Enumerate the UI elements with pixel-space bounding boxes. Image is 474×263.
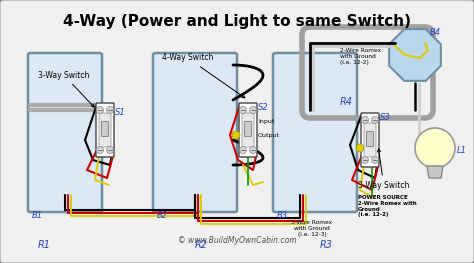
Text: 3-Way Switch: 3-Way Switch	[38, 70, 94, 107]
Text: 3-Way Switch: 3-Way Switch	[358, 149, 410, 190]
Text: Input: Input	[258, 119, 274, 124]
FancyBboxPatch shape	[153, 53, 237, 212]
Circle shape	[249, 107, 256, 114]
Circle shape	[97, 146, 103, 154]
Text: R1: R1	[38, 240, 51, 250]
Circle shape	[362, 117, 368, 124]
Text: POWER SOURCE
2-Wire Romex with
Ground
(i.e. 12-2): POWER SOURCE 2-Wire Romex with Ground (i…	[358, 195, 417, 218]
FancyBboxPatch shape	[273, 53, 357, 212]
Text: R3: R3	[320, 240, 333, 250]
Text: B4: B4	[430, 28, 441, 37]
Text: B1: B1	[32, 211, 43, 220]
Circle shape	[372, 117, 379, 124]
FancyBboxPatch shape	[96, 103, 114, 157]
Text: 2-Wire Romex
with Ground
(i.e. 12-2): 2-Wire Romex with Ground (i.e. 12-2)	[340, 48, 381, 65]
Text: © www.BuildMyOwnCabin.com: © www.BuildMyOwnCabin.com	[178, 236, 296, 245]
Circle shape	[239, 146, 246, 154]
Text: B3: B3	[277, 211, 288, 220]
FancyBboxPatch shape	[28, 53, 102, 212]
Polygon shape	[427, 166, 443, 178]
Text: 4-Way Switch: 4-Way Switch	[162, 53, 245, 98]
Text: 4-Way (Power and Light to same Switch): 4-Way (Power and Light to same Switch)	[63, 14, 411, 29]
Circle shape	[356, 144, 364, 152]
Circle shape	[362, 156, 368, 164]
Circle shape	[415, 128, 455, 168]
Text: B2: B2	[157, 211, 168, 220]
Text: S2: S2	[258, 103, 269, 112]
FancyBboxPatch shape	[361, 113, 379, 167]
Text: R2: R2	[195, 240, 208, 250]
FancyBboxPatch shape	[99, 113, 111, 147]
Text: R4: R4	[340, 97, 353, 107]
Text: 3-Wire Romex
with Ground
(i.e. 12-3): 3-Wire Romex with Ground (i.e. 12-3)	[292, 220, 333, 237]
Circle shape	[97, 107, 103, 114]
FancyBboxPatch shape	[242, 113, 254, 147]
FancyBboxPatch shape	[245, 122, 252, 136]
Text: S3: S3	[380, 113, 391, 122]
FancyBboxPatch shape	[101, 122, 109, 136]
Circle shape	[249, 146, 256, 154]
FancyBboxPatch shape	[239, 103, 257, 157]
Text: S1: S1	[115, 108, 126, 117]
Circle shape	[107, 107, 113, 114]
Circle shape	[232, 131, 240, 139]
Circle shape	[107, 146, 113, 154]
FancyBboxPatch shape	[364, 123, 376, 157]
Circle shape	[372, 156, 379, 164]
FancyBboxPatch shape	[366, 132, 374, 146]
Polygon shape	[389, 29, 441, 81]
Text: Output: Output	[258, 133, 280, 138]
Circle shape	[239, 107, 246, 114]
Text: L1: L1	[457, 146, 467, 155]
